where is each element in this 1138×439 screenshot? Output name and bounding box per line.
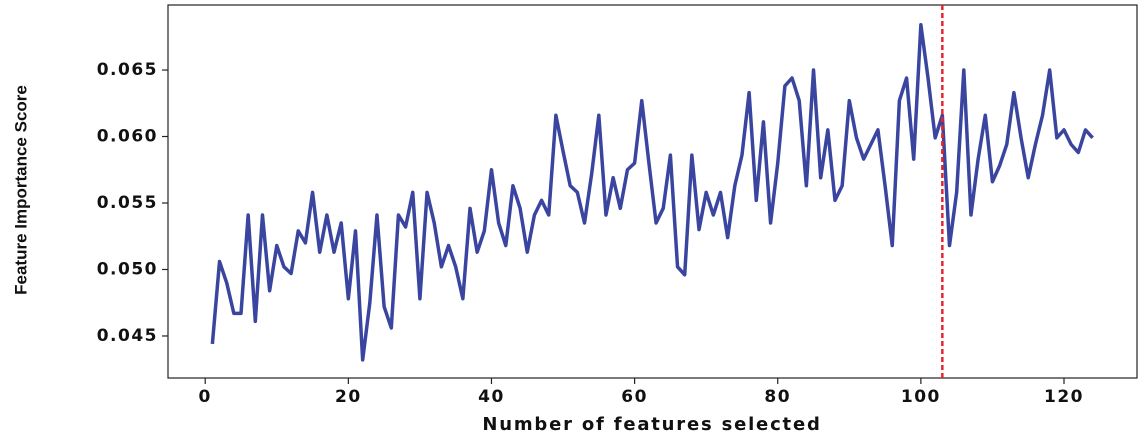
x-tick-label: 80 [764, 387, 791, 407]
y-tick-label: 0.055 [97, 193, 158, 213]
y-tick-label: 0.045 [97, 326, 158, 346]
data-line [210, 23, 1094, 362]
x-tick-label: 100 [901, 387, 941, 407]
y-tick-label: 0.060 [97, 127, 158, 147]
x-tick-label: 0 [199, 387, 212, 407]
plot-frame [167, 4, 1138, 379]
x-axis-label: Number of features selected [482, 414, 821, 435]
x-tick-label: 120 [1044, 387, 1084, 407]
x-tick-label: 20 [335, 387, 362, 407]
x-tick-label: 60 [621, 387, 648, 407]
y-tick-label: 0.050 [97, 259, 158, 279]
y-tick-label: 0.065 [97, 60, 158, 80]
x-tick-label: 40 [478, 387, 505, 407]
y-axis-label: Feature Importance Score [11, 85, 30, 295]
